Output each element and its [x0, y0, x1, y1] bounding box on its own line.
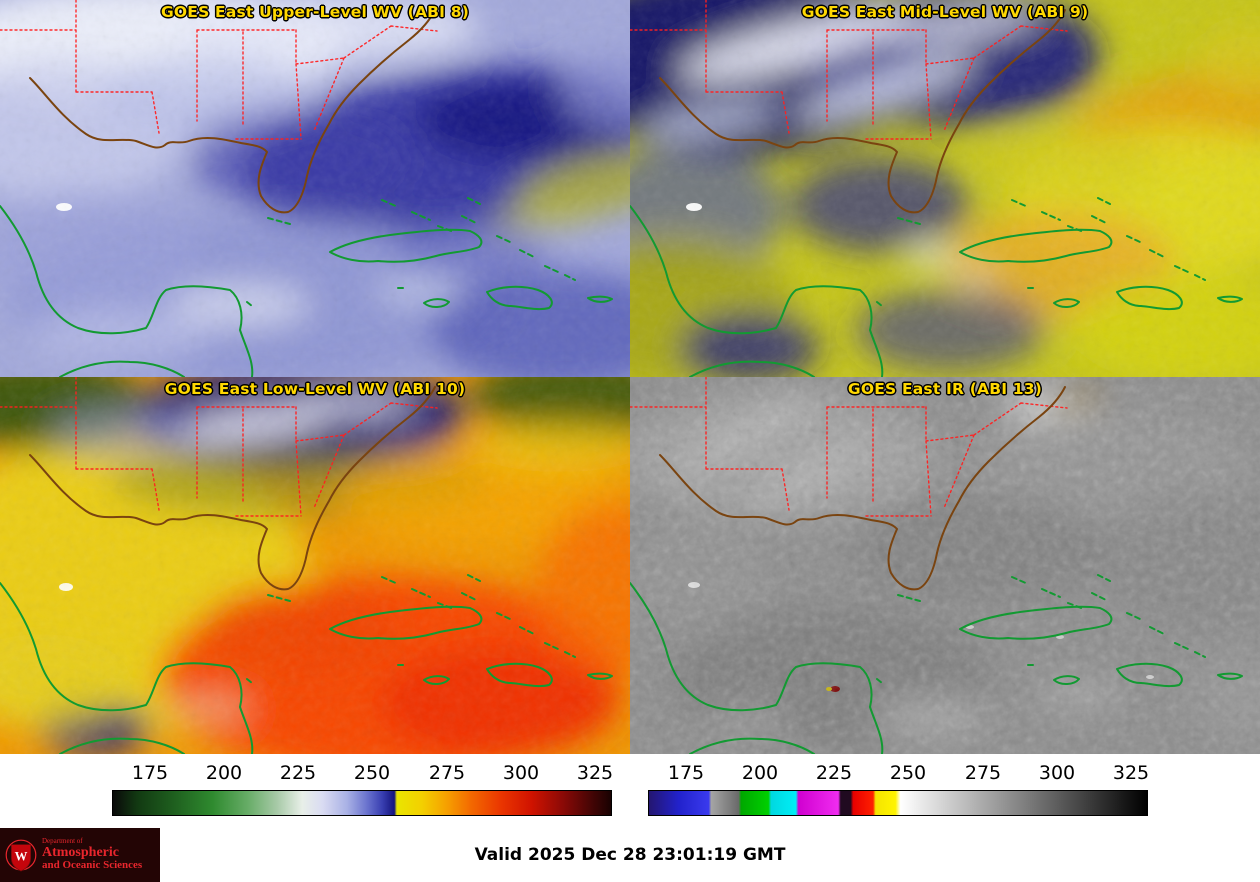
footer: W Department of Atmospheric and Oceanic …: [0, 828, 1260, 882]
panel-low-level-wv: GOES East Low-Level WV (ABI 10): [0, 377, 630, 754]
logo-dept-line: Department of: [42, 836, 83, 845]
logo-line-2: and Oceanic Sciences: [42, 859, 143, 872]
panel-mid-level-wv: GOES East Mid-Level WV (ABI 9): [630, 0, 1260, 377]
ir-image: [630, 377, 1260, 754]
tick-label: 325: [1112, 762, 1150, 784]
crest-letter: W: [15, 850, 28, 864]
wv-colorbar-ticks: 175 200 225 250 275 300 325: [112, 762, 614, 788]
wv-colorbar-gradient: [112, 790, 612, 816]
tick-label: 250: [889, 762, 927, 784]
panel-title-ir: GOES East IR (ABI 13): [847, 380, 1043, 398]
uw-crest-icon: W: [5, 839, 37, 872]
tick-label: 200: [741, 762, 779, 784]
tick-label: 175: [667, 762, 705, 784]
tick-label: 300: [1038, 762, 1076, 784]
panel-title-mid-wv: GOES East Mid-Level WV (ABI 9): [801, 3, 1089, 21]
tick-label: 250: [353, 762, 391, 784]
ir-colorbar: 175 200 225 250 275 300 325: [648, 762, 1150, 824]
low-level-wv-image: [0, 377, 630, 754]
aos-logo: W Department of Atmospheric and Oceanic …: [0, 828, 160, 882]
upper-level-wv-image: [0, 0, 630, 377]
tick-label: 175: [131, 762, 169, 784]
tick-label: 225: [279, 762, 317, 784]
valid-time: Valid 2025 Dec 28 23:01:19 GMT: [474, 845, 786, 865]
wv-colorbar: 175 200 225 250 275 300 325: [112, 762, 614, 824]
logo-line-1: Atmospheric: [42, 845, 119, 861]
tick-label: 300: [502, 762, 540, 784]
panel-upper-level-wv: GOES East Upper-Level WV (ABI 8): [0, 0, 630, 377]
ir-colorbar-gradient: [648, 790, 1148, 816]
mid-level-wv-image: [630, 0, 1260, 377]
tick-label: 275: [964, 762, 1002, 784]
panel-ir: GOES East IR (ABI 13): [630, 377, 1260, 754]
aos-logo-text: Department of Atmospheric and Oceanic Sc…: [42, 836, 143, 873]
tick-label: 325: [576, 762, 614, 784]
tick-label: 225: [815, 762, 853, 784]
panel-title-low-wv: GOES East Low-Level WV (ABI 10): [164, 380, 466, 398]
ir-colorbar-ticks: 175 200 225 250 275 300 325: [648, 762, 1150, 788]
colorbar-row: 175 200 225 250 275 300 325 175 200 225 …: [0, 754, 1260, 828]
panel-title-upper-wv: GOES East Upper-Level WV (ABI 8): [160, 3, 470, 21]
tick-label: 275: [428, 762, 466, 784]
tick-label: 200: [205, 762, 243, 784]
